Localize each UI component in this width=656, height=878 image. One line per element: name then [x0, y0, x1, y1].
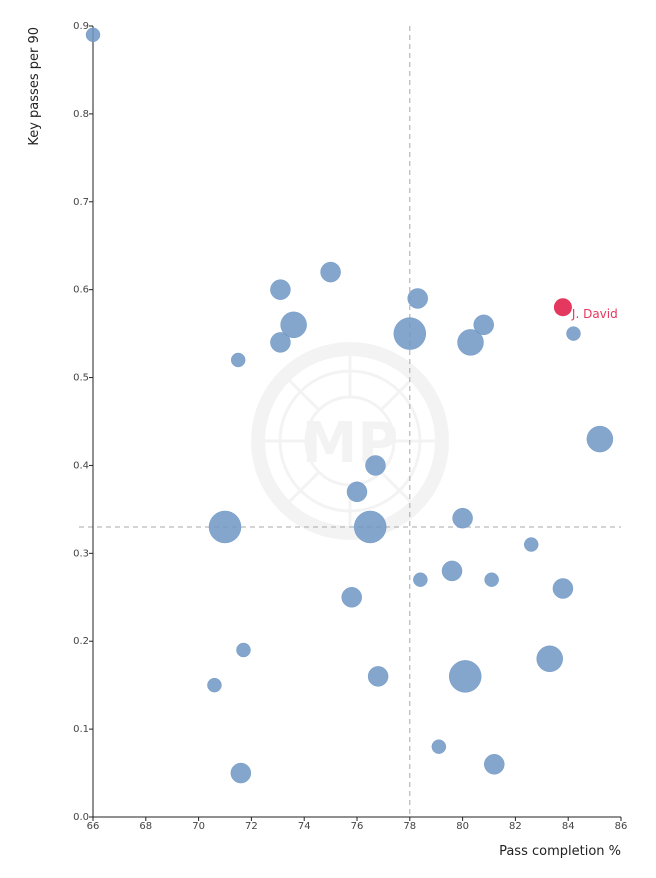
highlighted-player: J. David: [553, 298, 618, 321]
data-point: [280, 311, 307, 339]
data-point: [407, 288, 428, 309]
data-point: [552, 578, 574, 599]
data-point: [523, 537, 539, 552]
data-point: [365, 455, 386, 476]
y-tick-label: 0.2: [73, 636, 89, 647]
data-point: [566, 326, 581, 341]
x-tick-label: 84: [562, 821, 575, 832]
x-axis-ticks: 66 68 70 72 74 76 78 80 82 84 86: [87, 817, 628, 832]
y-tick-label: 0.5: [73, 373, 89, 384]
data-point: [208, 510, 242, 544]
data-point: [441, 560, 463, 582]
data-point: [207, 677, 222, 693]
data-point: [457, 329, 484, 356]
data-point: [536, 645, 563, 673]
y-tick-label: 0.1: [73, 724, 89, 735]
data-point: [393, 317, 427, 350]
data-point: [448, 660, 482, 693]
y-tick-label: 0.6: [73, 285, 89, 296]
data-point: [353, 510, 387, 544]
x-tick-label: 74: [298, 821, 311, 832]
y-tick-label: 0.7: [73, 197, 89, 208]
x-tick-label: 68: [139, 821, 152, 832]
data-point: [484, 572, 499, 587]
x-tick-label: 70: [192, 821, 205, 832]
data-point: [484, 754, 505, 775]
x-tick-label: 76: [351, 821, 364, 832]
data-point: [431, 739, 447, 754]
y-tick-label: 0.3: [73, 548, 89, 559]
x-tick-label: 86: [615, 821, 628, 832]
highlight-label: J. David: [571, 307, 618, 321]
y-axis-label: Key passes per 90: [27, 27, 42, 146]
data-point: [320, 261, 341, 283]
x-tick-label: 78: [403, 821, 416, 832]
data-point: [452, 507, 473, 529]
x-tick-label: 82: [509, 821, 522, 832]
data-point: [413, 572, 428, 587]
x-axis-label: Pass completion %: [499, 844, 621, 859]
data-point: [586, 425, 614, 453]
x-tick-label: 66: [87, 821, 100, 832]
data-point: [230, 762, 252, 784]
data-points: [85, 27, 614, 784]
y-tick-label: 0.4: [73, 460, 89, 471]
x-tick-label: 72: [245, 821, 258, 832]
x-tick-label: 80: [456, 821, 469, 832]
y-tick-label: 0.0: [73, 812, 89, 823]
data-point: [230, 352, 246, 368]
data-point: [341, 587, 362, 608]
reference-lines: [79, 26, 621, 817]
watermark-logo: MP: [251, 342, 449, 540]
highlight-point: [553, 298, 572, 317]
data-point: [346, 481, 368, 503]
data-point: [236, 642, 251, 658]
data-point: [270, 332, 291, 353]
data-point: [270, 279, 291, 300]
y-axis-ticks: 0.0 0.1 0.2 0.3 0.4 0.5 0.6 0.7 0.8 0.9: [73, 21, 93, 823]
data-point: [367, 666, 389, 687]
y-tick-label: 0.9: [73, 21, 89, 32]
data-point: [473, 314, 494, 336]
y-tick-label: 0.8: [73, 109, 89, 120]
data-point: [85, 27, 101, 43]
